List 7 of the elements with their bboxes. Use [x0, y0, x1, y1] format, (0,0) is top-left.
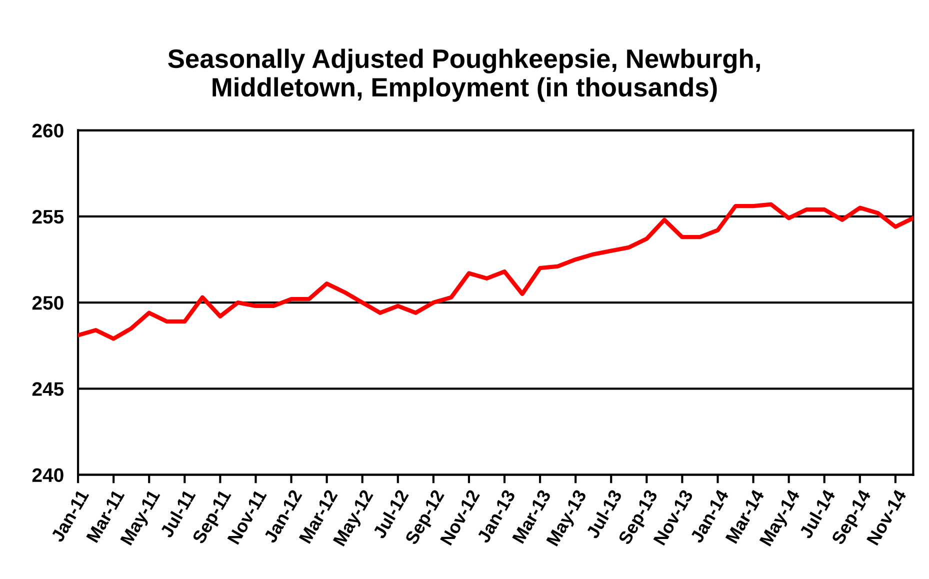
- y-tick-label: 250: [32, 296, 64, 310]
- y-tick-label: 260: [32, 124, 64, 138]
- line-series: [78, 202, 914, 341]
- y-tick-label: 240: [32, 468, 64, 482]
- chart-title: Seasonally Adjusted Poughkeepsie, Newburgh, Middletown, Employment (in thousands): [168, 48, 760, 102]
- y-tick-label: 255: [32, 210, 64, 224]
- y-tick-label: 245: [32, 382, 64, 396]
